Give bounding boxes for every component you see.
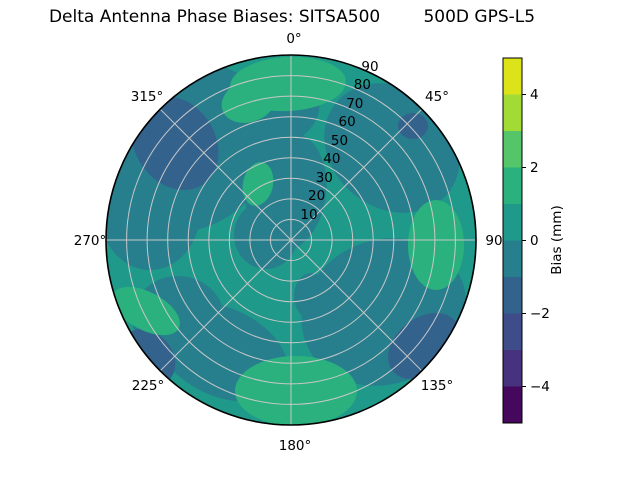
contour-dark-blob-315 — [131, 96, 219, 190]
angular-tick-label-45: 45° — [425, 89, 449, 105]
colorbar-band-neg5-neg4 — [503, 386, 522, 423]
chart-title: Delta Antenna Phase Biases: SITSA500 500… — [48, 7, 536, 27]
colorbar-ticks — [522, 94, 526, 387]
angular-tick-label-135: 135° — [421, 378, 454, 394]
radial-tick-label-40: 40 — [323, 151, 340, 167]
contour-green-bottom — [235, 356, 357, 425]
angular-tick-label-90: 90 — [485, 233, 502, 249]
angular-tick-label-180: 180° — [279, 438, 312, 454]
colorbar-band-neg3-neg2 — [503, 313, 522, 350]
colorbar-band-4-5 — [503, 58, 522, 95]
colorbar-band-1-2 — [503, 167, 522, 204]
contour-region-center-2 — [234, 201, 298, 269]
angular-tick-label-270: 270° — [74, 233, 107, 249]
colorbar-tick-label-0: 0 — [530, 233, 539, 249]
radial-tick-label-20: 20 — [308, 188, 325, 204]
radial-tick-label-50: 50 — [331, 133, 348, 149]
colorbar-band-neg2-neg1 — [503, 277, 522, 314]
contour-green-lower-left — [112, 286, 180, 336]
colorbar-band-3-4 — [503, 94, 522, 131]
colorbar-tick-label-2: 2 — [530, 160, 539, 176]
radial-tick-label-60: 60 — [339, 114, 356, 130]
contour-region-below-center — [294, 273, 328, 319]
contour-dark-blob-45 — [398, 113, 428, 139]
polar-grid — [106, 55, 476, 425]
radial-tick-label-30: 30 — [316, 170, 333, 186]
colorbar: 4 2 0 −2 −4 Bias (mm) — [502, 57, 565, 424]
contour-green-top-2 — [221, 79, 277, 123]
colorbar-band-neg4-neg3 — [503, 350, 522, 387]
colorbar-tick-labels: 4 2 0 −2 −4 — [530, 87, 550, 395]
plot-outline — [105, 54, 477, 426]
radial-tick-label-70: 70 — [346, 96, 363, 112]
colorbar-tick-label-neg2: −2 — [530, 306, 550, 322]
colorbar-band-0-1 — [503, 204, 522, 241]
radial-tick-label-10: 10 — [300, 207, 317, 223]
colorbar-band-2-3 — [503, 131, 522, 168]
contour-green-right — [408, 200, 464, 290]
contour-band-pos1-pos2 — [112, 56, 464, 425]
contour-green-center-left — [242, 162, 274, 206]
radial-tick-label-90: 90 — [361, 59, 378, 75]
radial-tick-label-80: 80 — [354, 77, 371, 93]
colorbar-band-neg1-0 — [503, 240, 522, 277]
angular-tick-label-315: 315° — [131, 89, 164, 105]
contour-region-upper-right — [324, 83, 460, 213]
angular-tick-label-225: 225° — [132, 378, 165, 394]
radial-tick-labels: 10 20 30 40 50 60 70 80 90 — [300, 59, 378, 223]
colorbar-tick-label-neg4: −4 — [530, 379, 550, 395]
colorbar-axis-label: Bias (mm) — [549, 205, 565, 274]
angular-tick-labels: 0° 45° 90 135° 180° 225° 270° 315° — [74, 31, 503, 454]
grid-spoke-45-225 — [159, 108, 423, 372]
colorbar-tick-label-4: 4 — [530, 87, 539, 103]
angular-tick-label-0: 0° — [286, 31, 301, 47]
